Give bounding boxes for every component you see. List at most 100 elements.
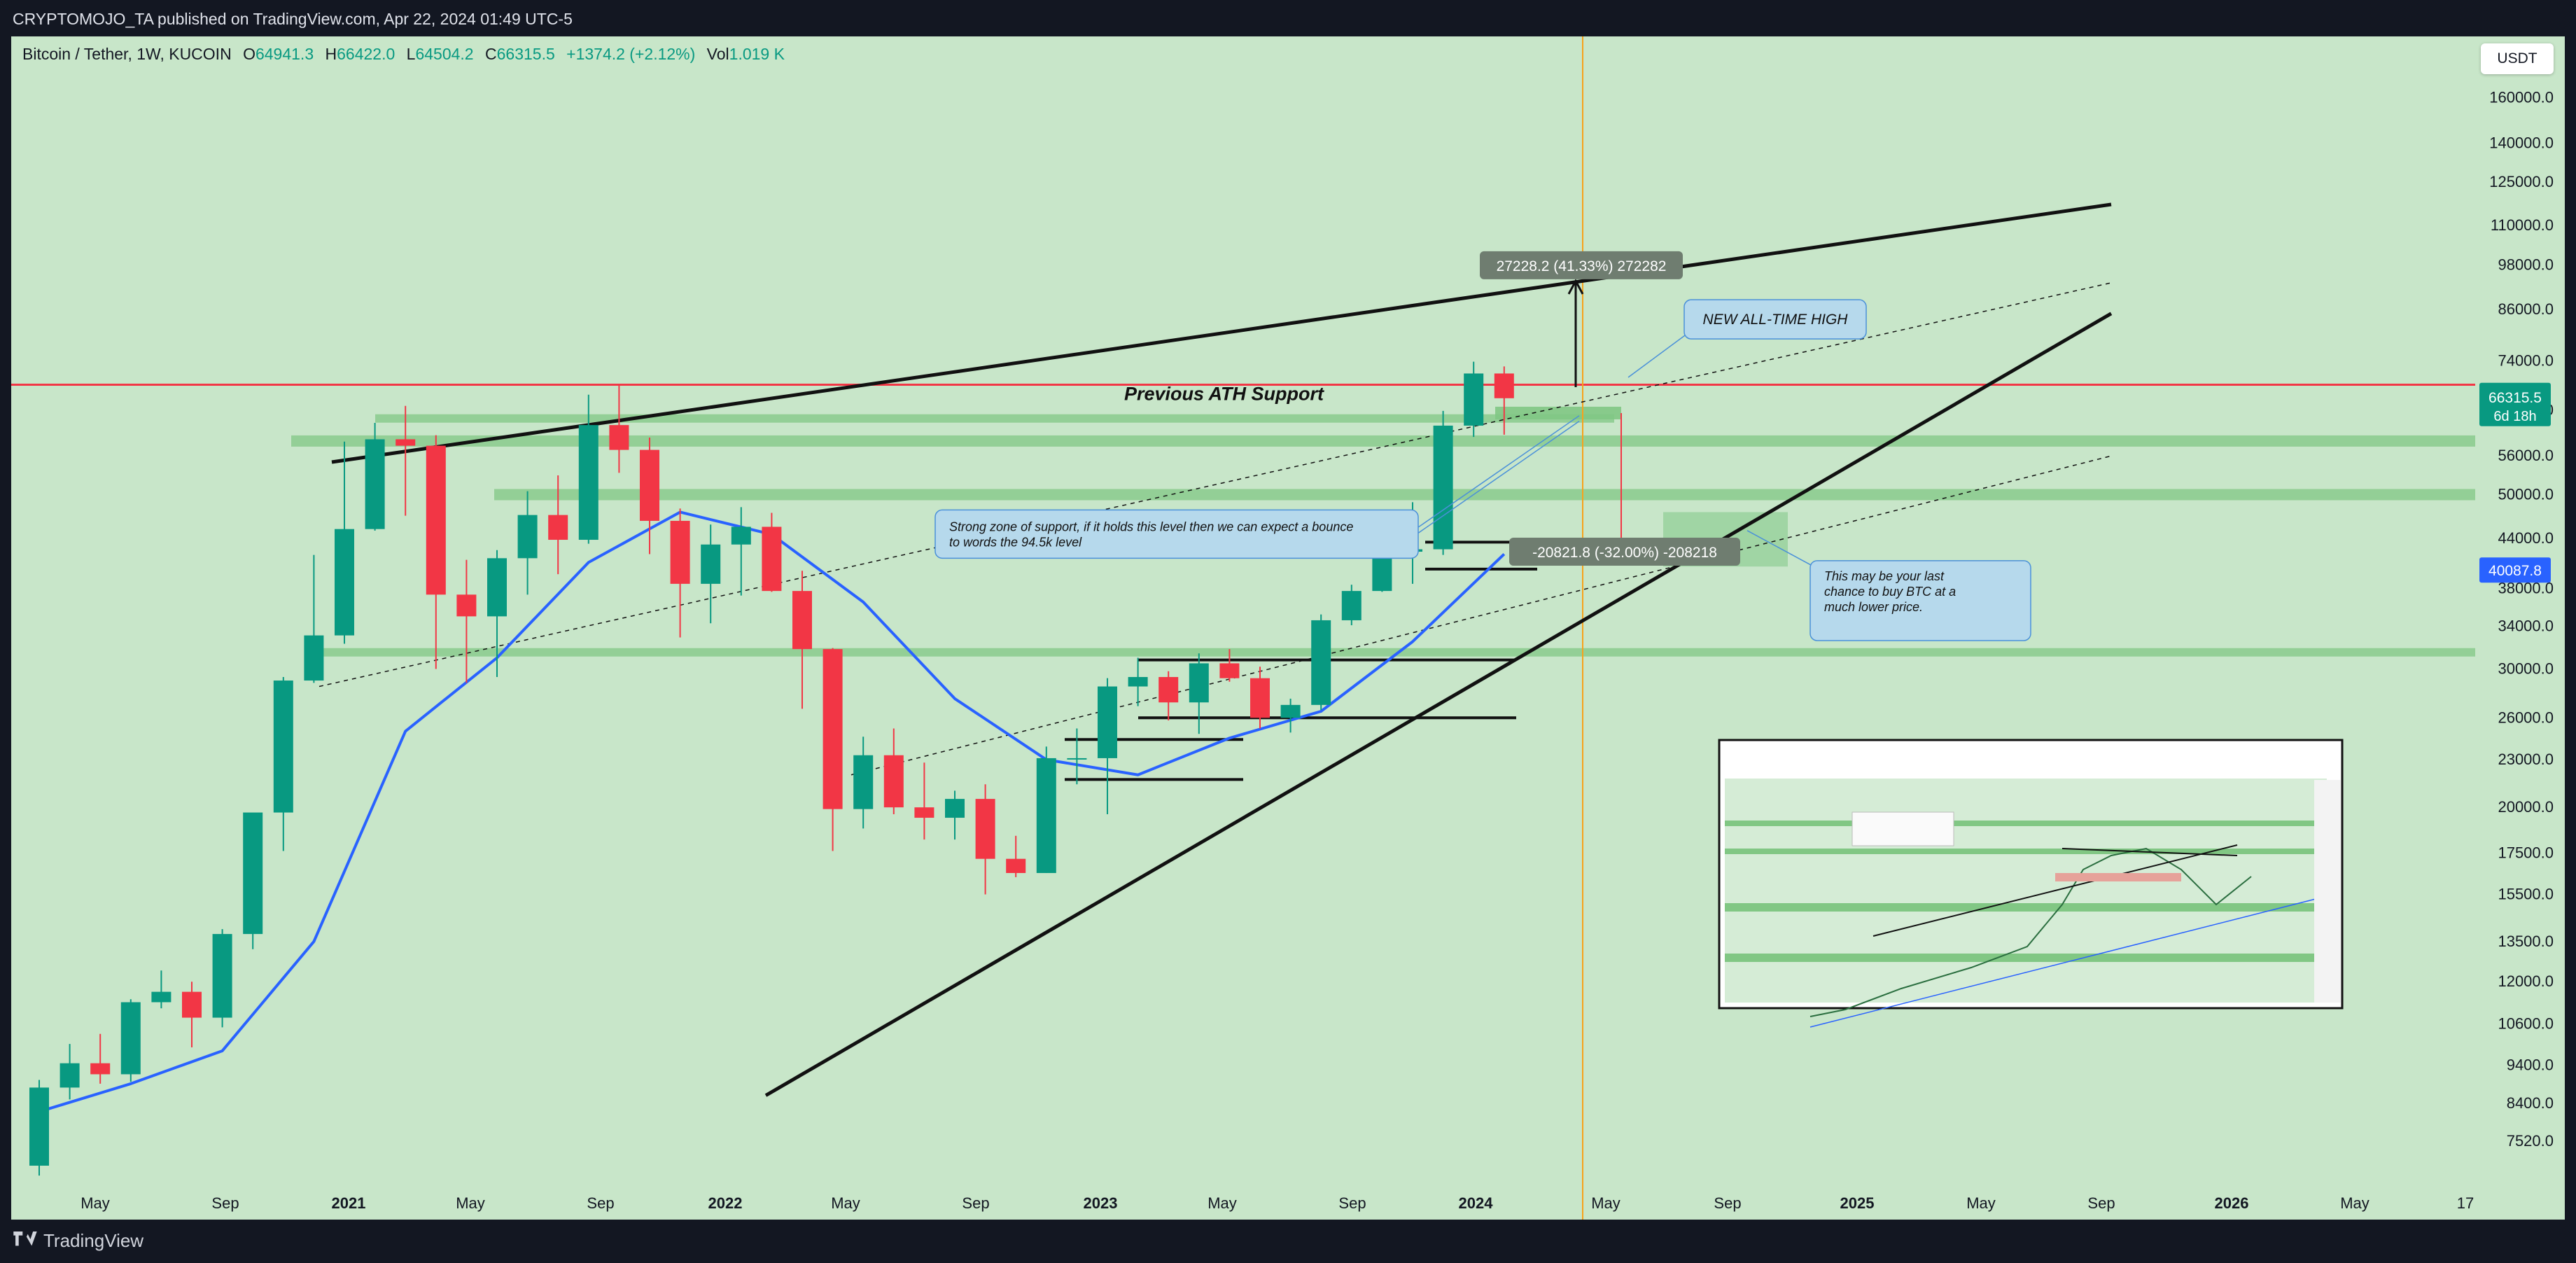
candle-body [1494, 373, 1514, 398]
candle [487, 550, 507, 678]
high-label: H [325, 45, 337, 63]
target-measure-label: 27228.2 (41.33%) 272282 [1497, 258, 1667, 274]
candle [792, 571, 812, 709]
candle-body [1219, 663, 1240, 678]
candle-body [90, 1063, 111, 1075]
x-tick-label: 2026 [2215, 1194, 2249, 1212]
target-measure-box [1480, 251, 1683, 279]
candle [1189, 653, 1209, 734]
open-value: 64941.3 [255, 45, 314, 63]
chart-panel[interactable]: Previous ATH Support 27228.2 (41.33%) 272… [11, 36, 2565, 1220]
candle [396, 405, 416, 516]
support-callout-box [934, 509, 1419, 559]
trend-lines [11, 36, 2475, 1220]
marked-price-tag [2479, 557, 2551, 583]
y-tick-label: 15500.0 [2498, 885, 2554, 902]
y-tick-label: 160000.0 [2489, 88, 2554, 106]
candle [578, 394, 598, 544]
support-band [375, 414, 1614, 423]
candle [1158, 671, 1179, 721]
buy-callout-pointer [1746, 530, 1814, 567]
candle-body [335, 529, 354, 636]
tradingview-brand[interactable]: TradingView [43, 1230, 144, 1251]
x-tick-label: May [1208, 1194, 1237, 1212]
x-tick-label: May [2340, 1194, 2370, 1212]
buy-callout-box [1809, 560, 2031, 641]
x-tick-label: May [1966, 1194, 1996, 1212]
ath-support-label: Previous ATH Support [1124, 383, 1324, 404]
candle [90, 1033, 111, 1084]
support-band [291, 435, 2475, 447]
candle [426, 435, 446, 669]
currency-button[interactable]: USDT [2481, 43, 2554, 74]
candle-body [548, 515, 568, 540]
candle [853, 737, 874, 829]
candle-body [1067, 758, 1087, 760]
candle-body [151, 991, 172, 1003]
y-tick-label: 8400.0 [2507, 1094, 2554, 1112]
candle [1128, 657, 1148, 706]
y-tick-label: 125000.0 [2489, 173, 2554, 190]
candle [59, 1044, 80, 1100]
candle-body [914, 807, 934, 818]
price-chart[interactable]: Previous ATH Support 27228.2 (41.33%) 272… [11, 36, 2565, 1220]
y-tick-label: 44000.0 [2498, 529, 2554, 547]
ath-callout-box [1684, 299, 1867, 340]
y-tick-label: 17500.0 [2498, 844, 2554, 861]
candle [1250, 667, 1270, 729]
x-tick-label: Sep [1714, 1194, 1741, 1212]
candle-body [1341, 591, 1362, 620]
buy-callout-line: much lower price. [1824, 600, 1923, 614]
y-tick-label: 10600.0 [2498, 1015, 2554, 1033]
candle [182, 982, 202, 1048]
x-tick-label: May [831, 1194, 860, 1212]
buy-callout-line: chance to buy BTC at a [1824, 585, 1956, 599]
inset-chart-screenshot [1718, 739, 2344, 1028]
x-tick-label: Sep [211, 1194, 239, 1212]
candle [1464, 361, 1484, 438]
close-label: C [484, 45, 497, 63]
candle-body [273, 681, 293, 813]
candle-body [517, 515, 538, 559]
y-tick-label: 9400.0 [2507, 1056, 2554, 1073]
candle-body [731, 526, 751, 545]
candle-body [212, 934, 232, 1018]
candle [212, 929, 232, 1028]
tradingview-logo-icon[interactable] [11, 1231, 39, 1250]
y-tick-label: 50000.0 [2498, 485, 2554, 503]
open-label: O [243, 45, 255, 63]
candle-body [487, 558, 507, 617]
x-tick-label: Sep [962, 1194, 989, 1212]
current-price-tag [2479, 382, 2551, 426]
x-tick-label: Sep [2087, 1194, 2115, 1212]
annotations: Previous ATH Support 27228.2 (41.33%) 272… [934, 251, 2031, 641]
inset-band [1725, 903, 2320, 912]
footer-bar: TradingView [0, 1220, 2576, 1263]
y-tick-label: 86000.0 [2498, 300, 2554, 318]
current-price-countdown: 6d 18h [2493, 409, 2536, 424]
candle [731, 507, 751, 596]
candle [517, 491, 538, 595]
x-tick-label: May [456, 1194, 485, 1212]
candle-body [1250, 678, 1270, 718]
drop-measure-label: -20821.8 (-32.00%) -208218 [1532, 545, 1717, 561]
candle [1036, 746, 1056, 873]
x-tick-label: 2025 [1840, 1194, 1875, 1212]
symbol-name: Bitcoin / Tether, 1W, KUCOIN [22, 45, 232, 63]
y-tick-label: 74000.0 [2498, 351, 2554, 369]
candle-body [792, 591, 812, 650]
buy-callout-text: This may be your last chance to buy BTC a… [1824, 569, 1956, 614]
drop-measure-box [1509, 538, 1740, 566]
x-tick-label: 2024 [1459, 1194, 1494, 1212]
candle-body [120, 1002, 141, 1075]
inset-band [1725, 849, 2320, 854]
mid-dashed-trendline [318, 282, 2112, 688]
candle [1341, 585, 1362, 626]
inset-band [1725, 821, 2320, 826]
y-tick-label: 140000.0 [2489, 134, 2554, 152]
candle-body [365, 439, 385, 529]
candle [1219, 649, 1240, 682]
candle-body [304, 635, 324, 681]
x-tick-label: May [80, 1194, 110, 1212]
y-tick-label: 12000.0 [2498, 972, 2554, 990]
